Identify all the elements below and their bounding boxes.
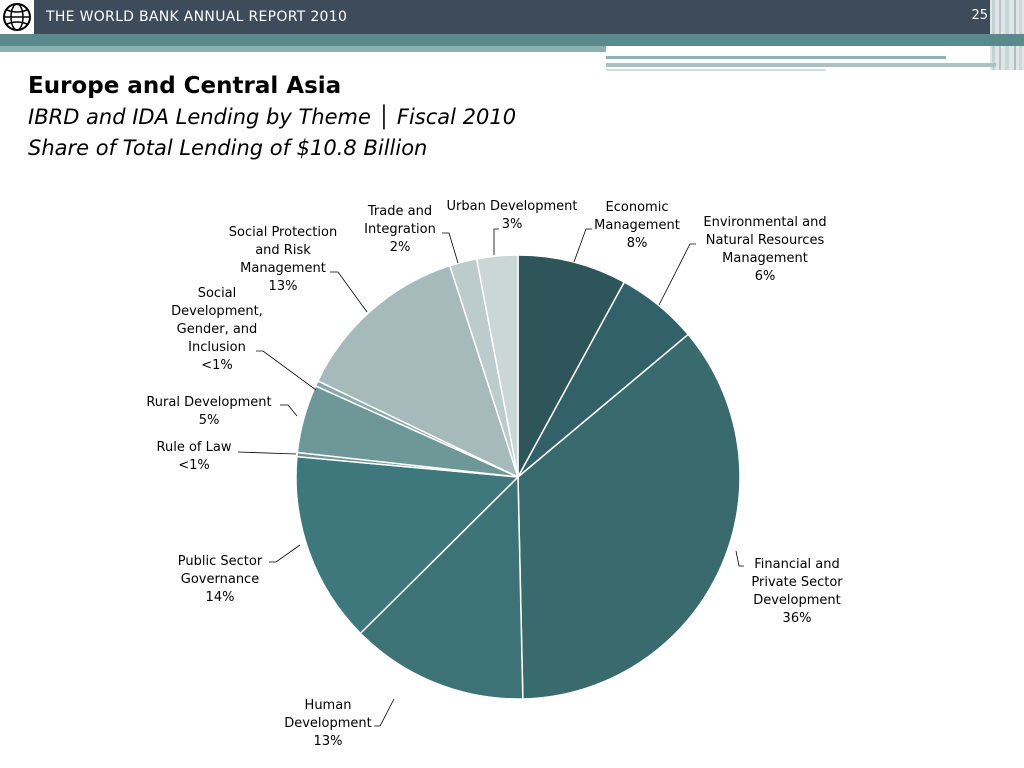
slice-label: Environmental and Natural Resources Manage… bbox=[703, 215, 826, 284]
leader-line bbox=[237, 451, 297, 455]
page-number: 25 bbox=[971, 8, 988, 23]
slice-percent: 5% bbox=[199, 413, 220, 428]
pie-slice-social-protection-and-risk-management bbox=[316, 264, 520, 479]
slice-name-line: Rural Development bbox=[146, 395, 271, 410]
slice-name-line: Trade and bbox=[367, 204, 432, 219]
slice-name-line: and Risk bbox=[255, 243, 311, 258]
slice-percent: <1% bbox=[201, 358, 233, 373]
slice-label: Rule of Law <1% bbox=[157, 440, 232, 473]
slice-name-line: Public Sector bbox=[178, 554, 263, 569]
leader-line bbox=[735, 550, 744, 567]
chart-subtitle: Share of Total Lending of $10.8 Billion bbox=[28, 136, 428, 160]
world-bank-globe-icon bbox=[0, 0, 34, 34]
slice-label: Social Development, Gender, and Inclusion <1… bbox=[171, 286, 263, 373]
pie-slice-human-development bbox=[359, 475, 524, 700]
accent-line bbox=[606, 63, 996, 67]
slice-percent: <1% bbox=[178, 458, 210, 473]
leader-line bbox=[374, 698, 395, 727]
slice-name-line: Governance bbox=[181, 572, 259, 587]
teal-band bbox=[0, 34, 1024, 46]
leader-line bbox=[442, 232, 459, 264]
slice-percent: 13% bbox=[314, 734, 343, 749]
slice-percent: 2% bbox=[390, 240, 411, 255]
slice-name-line: Inclusion bbox=[188, 340, 246, 355]
leader-line bbox=[269, 544, 301, 563]
slice-label: Financial and Private Sector Development 36… bbox=[751, 557, 843, 626]
slice-name-line: Financial and bbox=[754, 557, 840, 572]
light-band bbox=[0, 46, 606, 52]
pie-slice-public-sector-governance bbox=[295, 455, 520, 635]
slice-label: Human Development 13% bbox=[284, 698, 372, 749]
slice-percent: 14% bbox=[206, 590, 235, 605]
slice-name-line: Urban Development bbox=[447, 199, 578, 214]
slice-name-line: Management bbox=[722, 251, 808, 266]
leader-line bbox=[280, 404, 298, 417]
pie-slice-urban-development bbox=[475, 254, 519, 478]
slice-percent: 13% bbox=[269, 279, 298, 294]
slice-name-line: Management bbox=[240, 261, 326, 276]
accent-line bbox=[606, 69, 826, 71]
slice-name-line: Natural Resources bbox=[706, 233, 825, 248]
slice-name-line: Human bbox=[305, 698, 352, 713]
slice-label: Trade and Integration 2% bbox=[364, 204, 436, 255]
slice-name-line: Development bbox=[753, 593, 841, 608]
chart-title: IBRD and IDA Lending by Theme │ Fiscal 2… bbox=[28, 105, 517, 129]
slice-label: Public Sector Governance 14% bbox=[178, 554, 263, 605]
slice-percent: 8% bbox=[627, 236, 648, 251]
slice-name-line: Social Protection bbox=[229, 225, 337, 240]
leader-line bbox=[573, 228, 592, 263]
slice-label: Urban Development 3% bbox=[447, 199, 578, 232]
slide-titles: Europe and Central Asia IBRD and IDA Len… bbox=[28, 70, 516, 164]
leader-line bbox=[493, 228, 499, 255]
slice-name-line: Economic bbox=[606, 200, 669, 215]
pie-slice-financial-and-private-sector-development bbox=[517, 333, 741, 700]
slice-label: Social Protection and Risk Management 13% bbox=[229, 225, 337, 294]
slice-label: Rural Development 5% bbox=[146, 395, 271, 428]
slice-percent: 3% bbox=[502, 217, 523, 232]
header-bar: THE WORLD BANK ANNUAL REPORT 2010 25 bbox=[0, 0, 1024, 34]
accent-line bbox=[606, 56, 946, 59]
slice-name-line: Development, bbox=[171, 304, 263, 319]
slice-label: Economic Management 8% bbox=[594, 200, 680, 251]
slice-name-line: Social bbox=[198, 286, 237, 301]
slice-percent: 6% bbox=[755, 269, 776, 284]
leader-line bbox=[658, 243, 696, 306]
slice-name-line: Development bbox=[284, 716, 372, 731]
slice-name-line: Rule of Law bbox=[157, 440, 232, 455]
report-title: THE WORLD BANK ANNUAL REPORT 2010 bbox=[46, 9, 348, 25]
slide-title: Europe and Central Asia bbox=[28, 73, 342, 99]
slice-percent: 36% bbox=[783, 611, 812, 626]
slice-name-line: Integration bbox=[364, 222, 436, 237]
slice-name-line: Gender, and bbox=[177, 322, 258, 337]
pie-slice-economic-management bbox=[517, 254, 626, 478]
leader-line bbox=[330, 271, 368, 313]
slice-name-line: Management bbox=[594, 218, 680, 233]
leader-line bbox=[256, 350, 317, 391]
slice-name-line: Private Sector bbox=[751, 575, 843, 590]
slice-name-line: Environmental and bbox=[703, 215, 826, 230]
